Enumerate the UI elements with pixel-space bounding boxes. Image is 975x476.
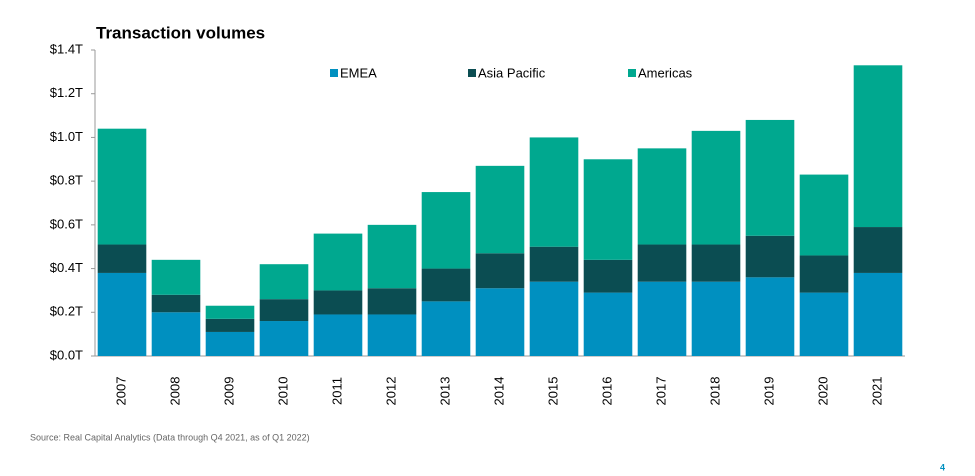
x-tick-label: 2020 xyxy=(815,377,830,406)
bar-segment xyxy=(367,224,417,289)
x-tick-label: 2013 xyxy=(437,377,452,406)
x-tick-label: 2019 xyxy=(761,377,776,406)
page-number: 4 xyxy=(940,462,945,472)
bar-segment xyxy=(691,244,741,282)
bar-segment xyxy=(637,244,687,282)
bar-segment xyxy=(853,65,903,228)
bar-segment xyxy=(151,259,201,295)
bar-segment xyxy=(583,292,633,356)
x-tick-label: 2007 xyxy=(113,377,128,406)
bar-segment xyxy=(745,119,795,236)
bar-segment xyxy=(151,294,201,313)
bar-segment xyxy=(259,264,309,300)
bar-segment xyxy=(205,318,255,332)
x-tick-label: 2009 xyxy=(221,377,236,406)
x-tick-label: 2016 xyxy=(599,377,614,406)
bar-segment xyxy=(529,281,579,356)
legend-swatch xyxy=(468,69,476,77)
bar-segment xyxy=(853,272,903,356)
bar-segment xyxy=(799,292,849,356)
x-tick-label: 2015 xyxy=(545,377,560,406)
bar-segment xyxy=(475,253,525,289)
y-tick-label: $0.8T xyxy=(50,173,83,188)
bar-segment xyxy=(259,299,309,322)
bar-segment xyxy=(691,130,741,245)
bar-segment xyxy=(745,235,795,278)
y-tick-label: $1.0T xyxy=(50,129,83,144)
y-tick-label: $0.6T xyxy=(50,216,83,231)
bar-segment xyxy=(421,192,471,269)
bar-segment xyxy=(367,314,417,356)
bar-segment xyxy=(313,314,363,356)
bar-segment xyxy=(853,227,903,273)
bar-segment xyxy=(97,128,147,245)
legend-label: EMEA xyxy=(340,65,377,80)
x-tick-label: 2018 xyxy=(707,377,722,406)
x-tick-label: 2008 xyxy=(167,377,182,406)
legend-label: Asia Pacific xyxy=(478,65,546,80)
bar-segment xyxy=(799,174,849,256)
bar-segment xyxy=(745,277,795,356)
bar-segment xyxy=(529,246,579,282)
y-tick-label: $0.4T xyxy=(50,260,83,275)
y-tick-label: $0.2T xyxy=(50,304,83,319)
bar-segment xyxy=(583,259,633,293)
bar-segment xyxy=(583,159,633,260)
bar-segment xyxy=(259,321,309,356)
bar-segment xyxy=(637,281,687,356)
bar-segment xyxy=(205,305,255,319)
x-tick-label: 2017 xyxy=(653,377,668,406)
y-tick-label: $0.0T xyxy=(50,347,83,362)
y-tick-label: $1.2T xyxy=(50,85,83,100)
y-tick-label: $1.4T xyxy=(50,41,83,56)
x-tick-label: 2010 xyxy=(275,377,290,406)
bar-segment xyxy=(475,165,525,254)
bar-segment xyxy=(313,233,363,291)
bar-segment xyxy=(691,281,741,356)
bar-segment xyxy=(421,268,471,302)
chart-title: Transaction volumes xyxy=(96,23,265,42)
x-tick-label: 2011 xyxy=(329,377,344,405)
x-tick-label: 2014 xyxy=(491,377,506,406)
bar-segment xyxy=(799,255,849,293)
bar-segment xyxy=(475,288,525,356)
bar-segment xyxy=(367,288,417,315)
legend-swatch xyxy=(330,69,338,77)
bar-segment xyxy=(421,301,471,356)
bar-segment xyxy=(151,312,201,356)
bar-segment xyxy=(637,148,687,245)
x-tick-label: 2012 xyxy=(383,377,398,406)
bar-segment xyxy=(97,272,147,356)
bar-segment xyxy=(205,331,255,356)
bar-segment xyxy=(313,290,363,315)
bar-segment xyxy=(97,244,147,273)
legend-label: Americas xyxy=(638,65,693,80)
x-tick-label: 2021 xyxy=(869,377,884,406)
source-note: Source: Real Capital Analytics (Data thr… xyxy=(30,432,310,442)
bar-segment xyxy=(529,137,579,247)
legend-swatch xyxy=(628,69,636,77)
